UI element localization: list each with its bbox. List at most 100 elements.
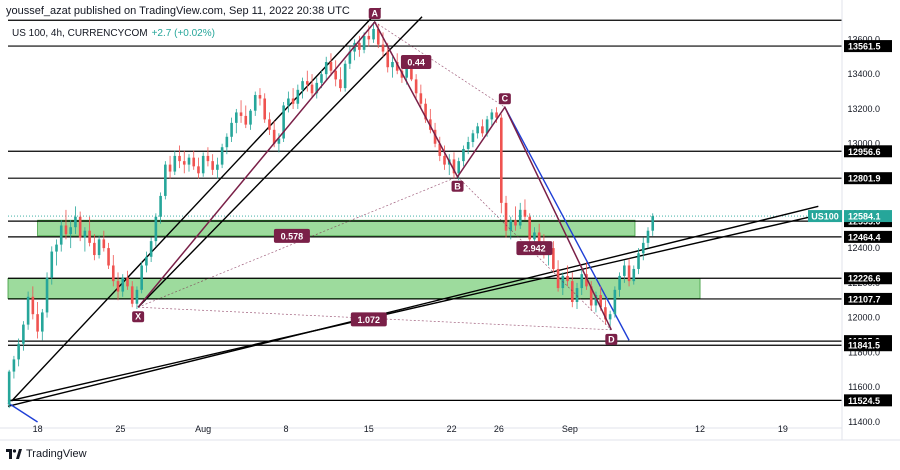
candle-body xyxy=(50,251,54,278)
candle xyxy=(192,150,196,170)
candle xyxy=(211,154,214,176)
time-axis[interactable]: 18 25 Aug 8 15 22 26 Sep 12 19 xyxy=(0,424,900,441)
candle-body xyxy=(580,274,584,289)
candle-body xyxy=(320,74,323,83)
level-price-tag xyxy=(844,145,892,158)
candle-body xyxy=(523,209,527,217)
price-tick: 13600.0 xyxy=(847,34,880,44)
candle xyxy=(580,268,584,296)
candle-body xyxy=(305,81,309,85)
candle xyxy=(45,272,49,318)
price-axis[interactable]: 13600.013400.013200.013000.012800.012600… xyxy=(808,0,900,440)
level-price-label: 12801.9 xyxy=(848,174,881,184)
current-price-label: 12584.1 xyxy=(848,212,881,222)
candle xyxy=(107,242,110,269)
candle-body xyxy=(552,248,555,269)
candle-body xyxy=(187,157,191,165)
tradingview-logo-icon xyxy=(6,449,22,459)
candle xyxy=(324,56,328,82)
candle-body xyxy=(476,126,479,134)
ratio-label: 2.942 xyxy=(523,244,546,254)
candle-body xyxy=(509,220,513,231)
candle-body xyxy=(372,28,375,40)
candle xyxy=(187,154,191,172)
candle xyxy=(111,255,115,287)
candle xyxy=(632,265,636,285)
candle xyxy=(301,77,304,99)
candle xyxy=(230,117,233,142)
candle xyxy=(249,108,252,130)
candle xyxy=(130,281,134,308)
candle xyxy=(414,74,418,99)
candle xyxy=(353,39,356,61)
level-price-tag xyxy=(844,230,892,243)
key-level-lines xyxy=(8,19,842,401)
candle xyxy=(145,251,148,273)
candle xyxy=(585,262,588,290)
candle-body xyxy=(414,79,418,94)
trend-line xyxy=(7,214,819,402)
candle xyxy=(206,147,210,167)
ratio-label: 0.44 xyxy=(407,58,425,68)
candle-body xyxy=(88,230,91,243)
trend-channel-lines xyxy=(7,7,819,423)
candle-body xyxy=(632,268,636,282)
candle xyxy=(429,108,432,134)
candle xyxy=(78,211,82,242)
candle-body xyxy=(244,115,248,125)
candle-body xyxy=(566,275,569,282)
candle-body xyxy=(585,274,588,287)
candle-body xyxy=(83,230,87,238)
symbol-legend[interactable]: US 100, 4h, CURRENCYCOM +2.7 (+0.02%) xyxy=(12,28,215,39)
candle-body xyxy=(291,98,295,104)
candle xyxy=(74,206,77,235)
level-price-tag xyxy=(844,172,892,185)
candle-body xyxy=(570,281,574,302)
candle xyxy=(471,129,475,148)
candle-body xyxy=(277,138,281,144)
candle xyxy=(481,119,484,137)
candle xyxy=(225,133,229,155)
candle-body xyxy=(268,119,271,130)
pattern-point-c-badge xyxy=(498,93,511,105)
symbol-price-tag xyxy=(808,210,842,223)
level-price-tag xyxy=(844,40,892,53)
tradingview-brand: TradingView xyxy=(26,448,87,460)
candle xyxy=(334,60,337,87)
candle xyxy=(253,91,257,116)
candle-body xyxy=(111,265,115,282)
candle xyxy=(419,84,423,109)
candle xyxy=(244,105,248,129)
price-tick: 12400.0 xyxy=(847,243,880,253)
candle-body xyxy=(452,159,456,174)
candle-body xyxy=(258,95,262,99)
candle-body xyxy=(410,67,413,80)
candle xyxy=(154,213,158,247)
candle-body xyxy=(405,67,408,78)
candle-body xyxy=(518,209,522,226)
candle-body xyxy=(31,296,35,315)
tradingview-footer[interactable]: TradingView xyxy=(6,448,87,460)
candle xyxy=(36,302,39,339)
candle-body xyxy=(26,296,30,325)
time-tick: 15 xyxy=(364,424,374,434)
candle-body xyxy=(376,28,380,45)
candle-body xyxy=(296,89,300,104)
candle xyxy=(149,237,153,262)
candle-body xyxy=(272,129,276,144)
candle-body xyxy=(339,79,342,89)
candle-body xyxy=(282,105,285,139)
level-price-tag xyxy=(844,292,892,305)
candle-body xyxy=(358,42,361,50)
candle-body xyxy=(64,225,68,235)
candle-body xyxy=(12,359,16,372)
price-tick: 11800.0 xyxy=(848,347,880,357)
candle-body xyxy=(537,232,541,243)
pattern-point-d: D xyxy=(608,334,615,344)
candle-body xyxy=(154,216,158,242)
candle xyxy=(178,145,181,169)
candle-body xyxy=(381,44,385,52)
candle-body xyxy=(424,103,427,120)
price-tick: 13200.0 xyxy=(847,104,880,114)
